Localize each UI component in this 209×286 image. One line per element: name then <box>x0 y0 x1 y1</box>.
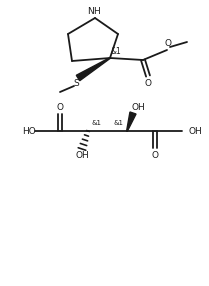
Text: H: H <box>93 7 99 15</box>
Text: O: O <box>164 39 172 49</box>
Text: &1: &1 <box>92 120 102 126</box>
Text: S: S <box>73 80 79 88</box>
Text: O: O <box>144 78 152 88</box>
Text: OH: OH <box>75 152 89 160</box>
Text: OH: OH <box>188 126 202 136</box>
Text: HO: HO <box>22 126 36 136</box>
Text: &1: &1 <box>114 120 124 126</box>
Polygon shape <box>127 112 136 131</box>
Text: OH: OH <box>131 102 145 112</box>
Text: &1: &1 <box>111 47 121 57</box>
Text: O: O <box>56 104 64 112</box>
Text: N: N <box>88 7 94 15</box>
Polygon shape <box>76 58 110 81</box>
Text: O: O <box>152 150 158 160</box>
